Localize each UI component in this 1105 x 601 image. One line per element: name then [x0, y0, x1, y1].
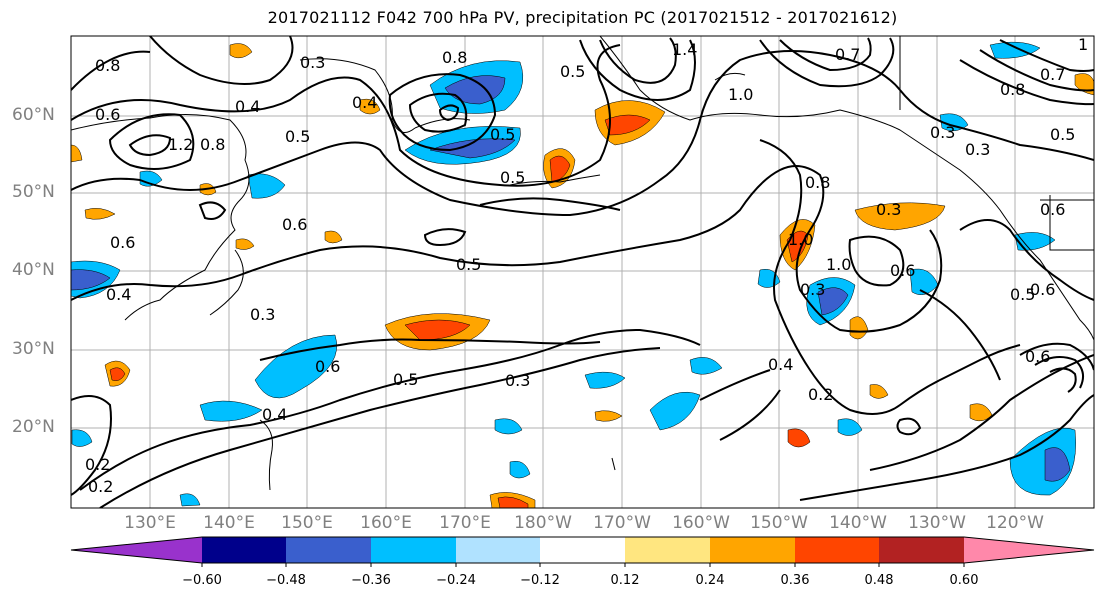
- colorbar-bin: [540, 537, 625, 563]
- contour-label: 0.4: [106, 285, 131, 304]
- pv-contours: [71, 36, 1094, 508]
- lon-label: 130°E: [124, 513, 176, 533]
- colorbar-tick-label: 0.12: [610, 573, 640, 588]
- colorbar-tick-label: −0.36: [351, 573, 391, 588]
- contour-label: 0.2: [85, 455, 110, 474]
- colorbar-tick-label: −0.48: [266, 573, 306, 588]
- contour-label: 0.5: [393, 370, 418, 389]
- lat-label: 20°N: [12, 417, 55, 437]
- contour-label: 0.8: [200, 135, 225, 154]
- lat-label: 50°N: [12, 182, 55, 202]
- colorbar-bin: [71, 537, 202, 563]
- contour-label: 0.3: [505, 371, 530, 390]
- colorbar-bin: [625, 537, 710, 563]
- colorbar-bin: [879, 537, 964, 563]
- contour-label: 0.6: [1025, 347, 1050, 366]
- colorbar-tick-label: −0.24: [436, 573, 476, 588]
- lon-label: 160°E: [360, 513, 412, 533]
- colorbar-tick-label: −0.60: [182, 573, 222, 588]
- contour-label: 0.6: [282, 215, 307, 234]
- contour-label: 0.5: [500, 168, 525, 187]
- colorbar-tick-label: 0.24: [695, 573, 725, 588]
- contour-label: 0.5: [1010, 285, 1035, 304]
- contour-label: 0.3: [300, 53, 325, 72]
- contour-label: 0.4: [768, 355, 793, 374]
- colorbar-tick-marks: [201, 563, 965, 567]
- contour-label: 1.0: [826, 255, 851, 274]
- gridlines: [71, 36, 1094, 508]
- precip-positive-fill: [71, 43, 1094, 508]
- contour-label: 0.8: [442, 48, 467, 67]
- contour-labels: 0.8 0.3 0.8 0.5 1.0 1.4 0.7 1 1.2 0.6 0.…: [85, 35, 1088, 496]
- colorbar: [70, 536, 1095, 567]
- contour-label: 0.4: [262, 405, 287, 424]
- contour-label: 0.7: [835, 45, 860, 64]
- contour-label: 0.3: [876, 200, 901, 219]
- contour-label: 0.3: [930, 123, 955, 142]
- colorbar-bin: [964, 537, 1094, 563]
- lon-label: 160°W: [672, 513, 730, 533]
- colorbar-bin: [371, 537, 456, 563]
- colorbar-tick-label: 0.60: [949, 573, 979, 588]
- contour-label: 0.8: [805, 173, 830, 192]
- contour-label: 0.6: [110, 233, 135, 252]
- colorbar-bin: [456, 537, 540, 563]
- colorbar-tick-label: 0.48: [864, 573, 894, 588]
- contour-label: 0.8: [1000, 80, 1025, 99]
- contour-label: 0.3: [800, 280, 825, 299]
- colorbar-bin: [286, 537, 371, 563]
- contour-label: 0.5: [490, 125, 515, 144]
- contour-label: 0.5: [560, 62, 585, 81]
- contour-label: 1.0: [728, 85, 753, 104]
- contour-label: 0.6: [95, 105, 120, 124]
- lon-label: 140°W: [829, 513, 887, 533]
- contour-label: 0.4: [235, 97, 260, 116]
- contour-label: 1.2: [168, 135, 193, 154]
- lon-label: 140°E: [203, 513, 255, 533]
- contour-label: 0.2: [808, 385, 833, 404]
- contour-label: 0.6: [1040, 200, 1065, 219]
- lon-label: 150°W: [750, 513, 808, 533]
- precip-negative-fill: [71, 41, 1076, 507]
- contour-label: 1.0: [788, 230, 813, 249]
- contour-label: 0.4: [352, 93, 377, 112]
- contour-label: 0.7: [1040, 65, 1065, 84]
- map-frame: [70, 35, 1095, 509]
- lon-label: 130°W: [908, 513, 966, 533]
- chart-title: 2017021112 F042 700 hPa PV, precipitatio…: [267, 8, 898, 27]
- colorbar-bin: [795, 537, 879, 563]
- colorbar-bin: [710, 537, 795, 563]
- contour-label: 0.8: [95, 56, 120, 75]
- contour-label: 0.5: [285, 127, 310, 146]
- lon-label: 170°W: [593, 513, 651, 533]
- lon-label: 120°W: [986, 513, 1044, 533]
- contour-label: 0.6: [315, 357, 340, 376]
- contour-label: 0.5: [1050, 125, 1075, 144]
- contour-label: 1: [1078, 35, 1088, 54]
- lon-label: 150°E: [281, 513, 333, 533]
- lon-label: 180°W: [514, 513, 572, 533]
- map-content: 0.8 0.3 0.8 0.5 1.0 1.4 0.7 1 1.2 0.6 0.…: [71, 35, 1094, 508]
- colorbar-tick-label: −0.12: [520, 573, 560, 588]
- colorbar-tick-label: 0.36: [780, 573, 810, 588]
- lat-label: 40°N: [12, 260, 55, 280]
- contour-label: 0.3: [965, 140, 990, 159]
- contour-label: 1.4: [672, 40, 697, 59]
- contour-label: 0.2: [88, 477, 113, 496]
- contour-label: 0.5: [456, 255, 481, 274]
- lat-label: 30°N: [12, 339, 55, 359]
- lon-label: 170°E: [439, 513, 491, 533]
- contour-label: 0.6: [890, 261, 915, 280]
- contour-label: 0.6: [1030, 280, 1055, 299]
- lat-label: 60°N: [12, 105, 55, 125]
- colorbar-bin: [202, 537, 286, 563]
- contour-label: 0.3: [250, 305, 275, 324]
